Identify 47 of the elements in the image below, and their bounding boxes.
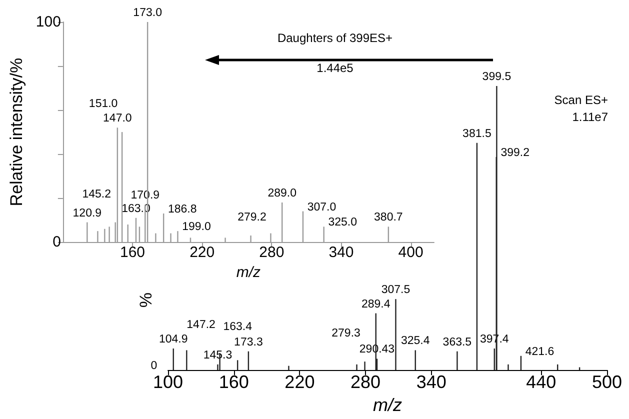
x-tick-label: 340: [328, 244, 354, 262]
x-tick-label: 220: [284, 372, 315, 392]
annotation: 145.2: [82, 188, 111, 200]
annotation: 421.6: [525, 346, 554, 358]
annotation: Scan ES+: [554, 93, 608, 107]
annotation: 199.0: [182, 221, 211, 234]
y-axis-title: %: [136, 292, 156, 308]
x-axis-title: m/z: [373, 395, 402, 415]
x-axis-title: m/z: [236, 264, 262, 281]
annotation: 186.8: [168, 203, 197, 216]
annotation: 325.0: [328, 216, 357, 229]
annotation: 307.5: [381, 284, 410, 296]
annotation: 279.3: [332, 328, 360, 340]
annotation: 0: [150, 360, 158, 372]
annotation: 307.0: [307, 201, 336, 214]
annotation: 1.44e5: [316, 61, 354, 75]
annotation: Daughters of 399ES+: [277, 31, 393, 45]
x-tick-label: 440: [526, 372, 556, 392]
annotation: 104.9: [158, 334, 188, 346]
annotation: 279.2: [238, 211, 266, 224]
x-tick-label: 100: [152, 372, 184, 392]
x-tick-label: 160: [218, 372, 249, 392]
x-tick-label: 500: [592, 372, 622, 392]
x-tick-label: 340: [416, 372, 446, 392]
annotation: 120.9: [72, 207, 102, 220]
annotation: 399.2: [500, 147, 530, 160]
annotation: 1.11e7: [572, 110, 608, 124]
annotation: 289.4: [361, 298, 391, 310]
annotation: 147.0: [103, 112, 132, 125]
annotation: 173.0: [133, 7, 162, 19]
annotation: 173.3: [234, 336, 263, 348]
annotation: 163.4: [223, 321, 253, 334]
annotation: 147.2: [186, 319, 216, 332]
x-tick-label: 400: [398, 244, 424, 262]
x-tick-label: 160: [120, 244, 146, 262]
annotation: 381.5: [462, 128, 492, 140]
annotation: 170.9: [130, 190, 160, 202]
x-tick-label: 280: [259, 244, 284, 262]
annotation: 151.0: [88, 98, 118, 110]
x-tick-label: 280: [350, 372, 381, 392]
annotation: 363.5: [442, 336, 472, 348]
annotation: 325.4: [400, 335, 430, 348]
annotation: 399.5: [482, 71, 512, 83]
x-tick-label: 220: [190, 244, 215, 262]
y-axis-title: Relative intensity/%: [7, 58, 26, 206]
annotation: 289.0: [268, 187, 296, 200]
annotation: 380.7: [374, 212, 403, 224]
